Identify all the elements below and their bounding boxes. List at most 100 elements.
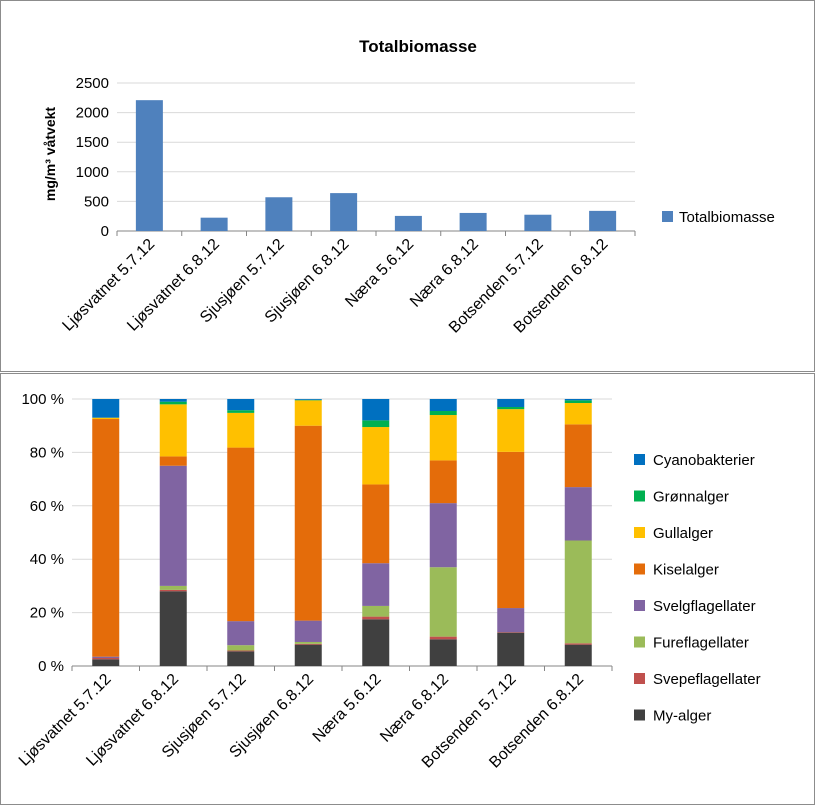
- bottom-chart-y-tick-label: 20 %: [30, 605, 64, 622]
- bottom-chart-bars: [92, 399, 592, 666]
- legend-label-kiselalger: Kiselalger: [653, 562, 719, 579]
- legend-swatch-totalbiomasse: [662, 211, 673, 222]
- legend-label-gronnalger: Grønnalger: [653, 489, 729, 506]
- bottom-chart-bar-kiselalger-naera-6-8-12: [429, 460, 457, 504]
- bottom-chart-bar-svepeflagellater-botsenden-6-8-12: [564, 643, 592, 645]
- bottom-chart-bar-svepeflagellater-sjusjoen-5-7-12: [227, 650, 255, 652]
- legend-label-fureflagellater: Fureflagellater: [653, 635, 749, 652]
- bottom-chart-bar-gronnalger-naera-5-6-12: [362, 420, 390, 428]
- bottom-chart-bar-svepeflagellater-ljosvatnet-6-8-12: [159, 589, 187, 592]
- top-chart-bar-totalbiomasse-ljosvatnet-6-8-12: [200, 217, 228, 231]
- legend-label-svelgflagellater: Svelgflagellater: [653, 598, 756, 615]
- bottom-chart-bar-gullalger-sjusjoen-5-7-12: [227, 412, 255, 448]
- top-chart-y-tick-label: 1500: [76, 134, 109, 151]
- bottom-chart-bar-fureflagellater-naera-6-8-12: [429, 567, 457, 637]
- legend-swatch-my-alger: [634, 709, 645, 721]
- bottom-chart-bar-gullalger-sjusjoen-6-8-12: [294, 400, 322, 426]
- top-chart-y-tick-label: 0: [101, 223, 109, 240]
- bottom-chart-bar-my-alger-naera-5-6-12: [362, 619, 390, 666]
- legend-swatch-cyanobakterier: [634, 454, 645, 465]
- top-chart-bar-totalbiomasse-sjusjoen-5-7-12: [265, 197, 293, 231]
- bottom-chart-bar-svelgflagellater-botsenden-6-8-12: [564, 487, 592, 541]
- bottom-chart-bar-gronnalger-ljosvatnet-6-8-12: [159, 401, 187, 405]
- bottom-chart-bar-cyanobakterier-sjusjoen-6-8-12: [294, 399, 322, 400]
- bottom-chart-bar-kiselalger-botsenden-6-8-12: [564, 424, 592, 488]
- legend-swatch-svelgflagellater: [634, 600, 645, 611]
- bottom-chart-bar-gullalger-ljosvatnet-6-8-12: [159, 404, 187, 457]
- bottom-chart-bar-svelgflagellater-sjusjoen-6-8-12: [294, 620, 322, 642]
- bottom-chart-bar-kiselalger-sjusjoen-6-8-12: [294, 425, 322, 621]
- bottom-chart-bar-gronnalger-sjusjoen-6-8-12: [294, 399, 322, 401]
- top-chart-bar-totalbiomasse-botsenden-6-8-12: [589, 210, 617, 231]
- top-chart-bars: [135, 100, 617, 231]
- top-chart-y-tick-label: 1000: [76, 164, 109, 181]
- bottom-chart-bar-svelgflagellater-ljosvatnet-6-8-12: [159, 465, 187, 586]
- bottom-chart-bar-my-alger-botsenden-5-7-12: [497, 632, 525, 666]
- bottom-chart-bar-kiselalger-sjusjoen-5-7-12: [227, 447, 255, 622]
- bottom-chart-y-tick-label: 0 %: [38, 658, 64, 675]
- bottom-chart-bar-my-alger-naera-6-8-12: [429, 639, 457, 666]
- top-chart-y-ticks: 0 500 1000 1500 2000 2500: [76, 75, 109, 240]
- bottom-chart-bar-cyanobakterier-naera-6-8-12: [429, 399, 457, 412]
- bottom-chart-bar-kiselalger-ljosvatnet-5-7-12: [92, 419, 120, 657]
- bottom-chart-bar-gullalger-naera-6-8-12: [429, 415, 457, 461]
- bottom-chart-bar-svepeflagellater-naera-5-6-12: [362, 616, 390, 620]
- bottom-chart-bar-fureflagellater-sjusjoen-5-7-12: [227, 645, 255, 651]
- bottom-chart-bar-fureflagellater-botsenden-6-8-12: [564, 540, 592, 644]
- bottom-chart-bar-gronnalger-naera-6-8-12: [429, 411, 457, 416]
- bottom-chart-bar-my-alger-ljosvatnet-5-7-12: [92, 659, 120, 666]
- legend-label-svepeflagellater: Svepeflagellater: [653, 671, 761, 688]
- bottom-chart-bar-svelgflagellater-naera-5-6-12: [362, 563, 390, 606]
- legend-swatch-gullalger: [634, 527, 645, 538]
- bottom-chart-bar-fureflagellater-ljosvatnet-6-8-12: [159, 585, 187, 590]
- legend-label-cyanobakterier: Cyanobakterier: [653, 452, 755, 469]
- bottom-chart-bar-gronnalger-botsenden-5-7-12: [497, 407, 525, 410]
- legend-label-my-alger: My-alger: [653, 708, 711, 725]
- bottom-chart-y-tick-label: 80 %: [30, 444, 64, 461]
- bottom-chart-bar-kiselalger-naera-5-6-12: [362, 484, 390, 564]
- bottom-chart-bar-kiselalger-botsenden-5-7-12: [497, 451, 525, 609]
- top-chart-bar-totalbiomasse-botsenden-5-7-12: [524, 214, 552, 231]
- bottom-chart-y-tick-label: 60 %: [30, 498, 64, 515]
- bottom-chart-bar-fureflagellater-naera-5-6-12: [362, 605, 390, 617]
- bottom-chart-bar-gullalger-botsenden-6-8-12: [564, 403, 592, 425]
- bottom-chart-bar-fureflagellater-sjusjoen-6-8-12: [294, 641, 322, 644]
- bottom-chart-y-ticks: 0 % 20 % 40 % 60 % 80 % 100 %: [21, 391, 64, 675]
- legend-label-gullalger: Gullalger: [653, 525, 713, 542]
- bottom-chart-legend: Cyanobakterier Grønnalger Gullalger Kiselal…: [634, 452, 761, 725]
- legend-swatch-svepeflagellater: [634, 673, 645, 684]
- legend-swatch-fureflagellater: [634, 636, 645, 648]
- bottom-chart-bar-svepeflagellater-botsenden-5-7-12: [497, 632, 525, 633]
- top-chart-title: Totalbiomasse: [359, 37, 477, 56]
- legend-swatch-kiselalger: [634, 563, 645, 575]
- bottom-chart-frame: [0, 373, 815, 805]
- bottom-chart-bar-my-alger-botsenden-6-8-12: [564, 644, 592, 666]
- bottom-chart-bar-svepeflagellater-naera-6-8-12: [429, 636, 457, 640]
- bottom-chart-bar-svelgflagellater-sjusjoen-5-7-12: [227, 621, 255, 646]
- bottom-chart-bar-cyanobakterier-ljosvatnet-6-8-12: [159, 399, 187, 402]
- legend-swatch-gronnalger: [634, 490, 645, 502]
- bottom-chart-bar-cyanobakterier-botsenden-6-8-12: [564, 399, 592, 401]
- top-chart-bar-totalbiomasse-naera-6-8-12: [459, 212, 487, 231]
- bottom-chart-y-tick-label: 100 %: [21, 391, 64, 408]
- bottom-chart-bar-gullalger-botsenden-5-7-12: [497, 409, 525, 452]
- bottom-chart-bar-my-alger-sjusjoen-5-7-12: [227, 651, 255, 666]
- top-chart-y-axis-label: mg/m³ våtvekt: [42, 107, 58, 201]
- bottom-chart-bar-cyanobakterier-sjusjoen-5-7-12: [227, 399, 255, 411]
- top-chart-frame: [0, 0, 815, 372]
- bottom-chart-bar-gronnalger-sjusjoen-5-7-12: [227, 410, 255, 413]
- bottom-chart-y-tick-label: 40 %: [30, 551, 64, 568]
- bottom-chart-bar-my-alger-sjusjoen-6-8-12: [294, 644, 322, 666]
- top-chart-y-tick-label: 2000: [76, 105, 109, 122]
- top-chart-legend: Totalbiomasse: [662, 209, 775, 226]
- top-chart-y-tick-label: 2500: [76, 75, 109, 92]
- legend-label-totalbiomasse: Totalbiomasse: [679, 209, 775, 226]
- top-chart-bar-totalbiomasse-sjusjoen-6-8-12: [330, 193, 358, 231]
- top-chart-bar-totalbiomasse-naera-5-6-12: [394, 215, 422, 231]
- bottom-chart-bar-cyanobakterier-ljosvatnet-5-7-12: [92, 399, 120, 418]
- bottom-chart-bar-gullalger-ljosvatnet-5-7-12: [92, 417, 120, 420]
- bottom-chart-bar-kiselalger-ljosvatnet-6-8-12: [159, 456, 187, 466]
- top-chart-bar-totalbiomasse-ljosvatnet-5-7-12: [135, 100, 163, 231]
